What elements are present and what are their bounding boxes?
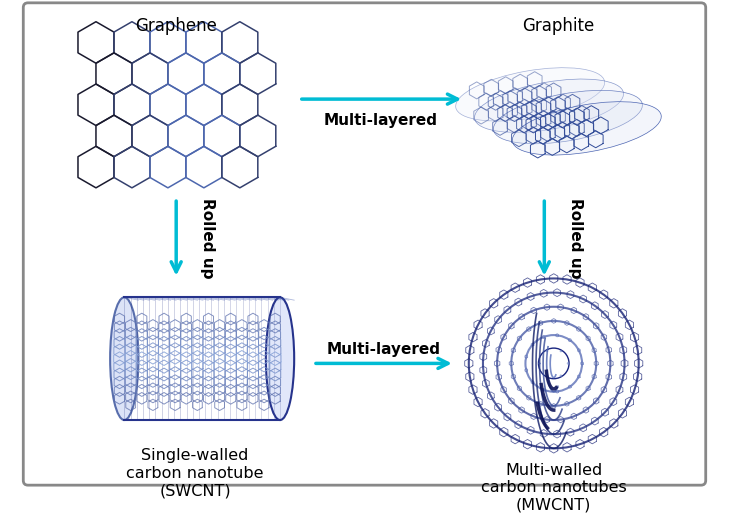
Ellipse shape (494, 90, 642, 144)
Ellipse shape (475, 79, 623, 132)
Text: Multi-layered: Multi-layered (327, 342, 441, 357)
Text: Rolled up: Rolled up (200, 197, 215, 278)
Text: Multi-walled
carbon nanotubes
(MWCNT): Multi-walled carbon nanotubes (MWCNT) (481, 463, 627, 512)
Ellipse shape (266, 297, 295, 420)
Ellipse shape (110, 297, 139, 420)
Circle shape (539, 348, 569, 378)
Ellipse shape (456, 68, 604, 121)
Text: Graphene: Graphene (136, 18, 217, 36)
Text: Single-walled
carbon nanotube
(SWCNT): Single-walled carbon nanotube (SWCNT) (126, 448, 264, 498)
FancyBboxPatch shape (23, 3, 706, 485)
Text: Graphite: Graphite (523, 18, 595, 36)
Text: Multi-layered: Multi-layered (324, 113, 438, 128)
Text: Rolled up: Rolled up (568, 197, 583, 278)
Ellipse shape (512, 102, 661, 155)
